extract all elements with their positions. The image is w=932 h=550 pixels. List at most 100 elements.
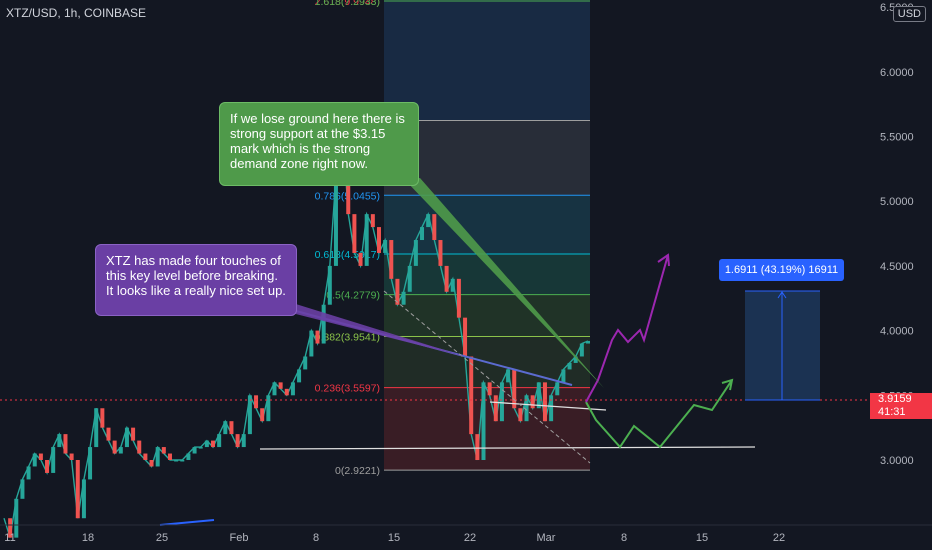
candle [75, 460, 80, 519]
candle [94, 408, 99, 448]
time-tick-label: 25 [156, 532, 168, 544]
price-tick-label: 5.0000 [880, 196, 914, 208]
purple-projection-path [585, 254, 669, 403]
currency-button[interactable]: USD [892, 6, 926, 22]
candle [211, 440, 216, 448]
fib-zone [384, 294, 590, 337]
candle [217, 434, 222, 448]
candle [450, 278, 455, 292]
candle [149, 460, 154, 467]
candle [530, 395, 535, 409]
time-tick-label: 8 [621, 532, 627, 544]
candle [413, 240, 418, 266]
time-tick-label: 15 [388, 532, 400, 544]
time-tick-label: Feb [230, 532, 249, 544]
candle [112, 440, 117, 454]
candle [254, 395, 259, 409]
candle [81, 479, 86, 519]
candle [469, 356, 474, 435]
candle [186, 453, 191, 460]
candle [579, 343, 584, 357]
key-level-note[interactable]: XTZ has made four touches of this key le… [95, 244, 297, 316]
last-price-tag: 3.9159 [870, 393, 932, 406]
price-axis-bg [870, 0, 932, 525]
candle [561, 369, 566, 383]
candle [284, 388, 289, 396]
candle [475, 434, 480, 460]
candle [512, 369, 517, 409]
candle [8, 518, 13, 538]
candle [20, 479, 25, 499]
candle [321, 304, 326, 344]
fib-level-label: 0.5(4.2779) [326, 290, 380, 302]
candle [266, 395, 271, 422]
candle [432, 214, 437, 241]
time-tick-label: Mar [537, 532, 556, 544]
candle [493, 395, 498, 422]
fib-level-label: 0.618(4.5917) [315, 249, 380, 261]
candle [155, 447, 160, 467]
candle [444, 265, 449, 292]
trend-fragment [159, 519, 215, 526]
candle [143, 453, 148, 460]
candle [487, 382, 492, 396]
candle [180, 460, 185, 462]
price-tick-label: 6.0000 [880, 67, 914, 79]
candle [57, 434, 62, 448]
measure-label: 1.6911 (43.19%) 16911 [719, 259, 844, 281]
candle [401, 291, 406, 305]
fib-zone [384, 387, 590, 471]
candle [26, 466, 31, 480]
candle [309, 330, 314, 357]
green-projection-path [585, 379, 733, 449]
candle [420, 227, 425, 241]
price-axis: 3.00003.50004.00004.50005.00005.50006.00… [870, 0, 932, 525]
candle [204, 440, 209, 448]
candle [567, 362, 572, 370]
candle [63, 434, 68, 454]
candle [383, 240, 388, 253]
fib-level-label: 0(2.9221) [335, 465, 380, 477]
candle [161, 447, 166, 454]
trend-drawings [0, 178, 870, 526]
candle [290, 382, 295, 396]
fib-level-label: 0.382(3.9541) [315, 332, 380, 344]
candle [555, 382, 560, 396]
candle [106, 427, 111, 441]
candle [358, 252, 363, 266]
candle [518, 408, 523, 422]
candle [124, 427, 129, 448]
candle [45, 460, 50, 473]
time-tick-label: 22 [773, 532, 785, 544]
time-tick-label: 15 [696, 532, 708, 544]
candle [456, 278, 461, 318]
price-tick-label: 3.0000 [880, 455, 914, 467]
candle [118, 447, 123, 454]
candle [426, 214, 431, 228]
candle [352, 214, 357, 253]
resistance-line [489, 401, 607, 411]
candle [32, 453, 37, 467]
candle [586, 340, 590, 344]
time-tick-label: 8 [313, 532, 319, 544]
candle [549, 395, 554, 422]
candle [463, 317, 468, 357]
candle [542, 382, 547, 422]
candle [481, 382, 486, 460]
candle [499, 382, 504, 422]
candle [14, 498, 19, 538]
candle [272, 382, 277, 396]
candle [395, 278, 400, 305]
time-axis: 11 18 25 Feb 8 15 22 Mar 8 15 22 [0, 524, 932, 544]
candle [235, 434, 240, 448]
key-level-note-pointer [240, 296, 470, 358]
candle [506, 369, 511, 383]
candle [278, 382, 283, 389]
support-note[interactable]: If we lose ground here there is strong s… [219, 102, 419, 186]
candle [297, 369, 302, 383]
candle [327, 265, 332, 305]
candle [241, 434, 246, 448]
candle [38, 453, 43, 460]
candle [88, 447, 93, 480]
